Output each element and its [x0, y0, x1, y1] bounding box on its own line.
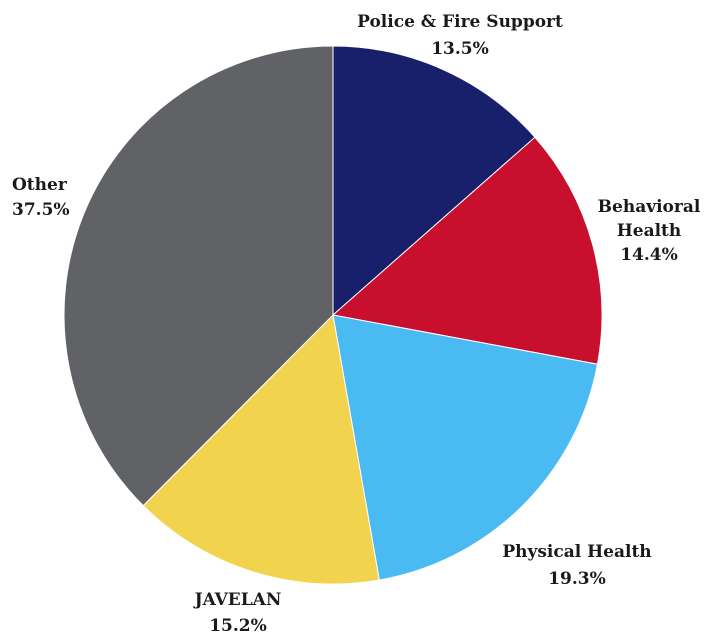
pie-slices	[63, 45, 603, 585]
slice-value-javelan: 15.2%	[209, 616, 267, 636]
slice-value-police-fire-support: 13.5%	[431, 39, 489, 59]
slice-label-other: Other	[12, 175, 68, 195]
slice-label-physical-health: Physical Health	[502, 542, 651, 562]
slice-label-behavioral-health-line2: Health	[617, 221, 682, 241]
slice-label-behavioral-health-line1: Behavioral	[598, 197, 701, 217]
pie-labels: Police & Fire Support 13.5% Behavioral H…	[12, 12, 701, 636]
pie-slice-physical-health	[332, 314, 599, 581]
slice-label-police-fire-support: Police & Fire Support	[357, 12, 563, 32]
slice-value-behavioral-health: 14.4%	[620, 245, 678, 265]
slice-value-physical-health: 19.3%	[548, 569, 606, 589]
pie-slice-other	[63, 45, 334, 507]
slice-value-other: 37.5%	[12, 200, 70, 220]
pie-slice-police-fire-support	[332, 45, 536, 317]
slice-label-javelan: JAVELAN	[193, 590, 282, 610]
pie-slice-behavioral-health	[331, 136, 603, 365]
pie-slice-javelan	[142, 313, 380, 585]
